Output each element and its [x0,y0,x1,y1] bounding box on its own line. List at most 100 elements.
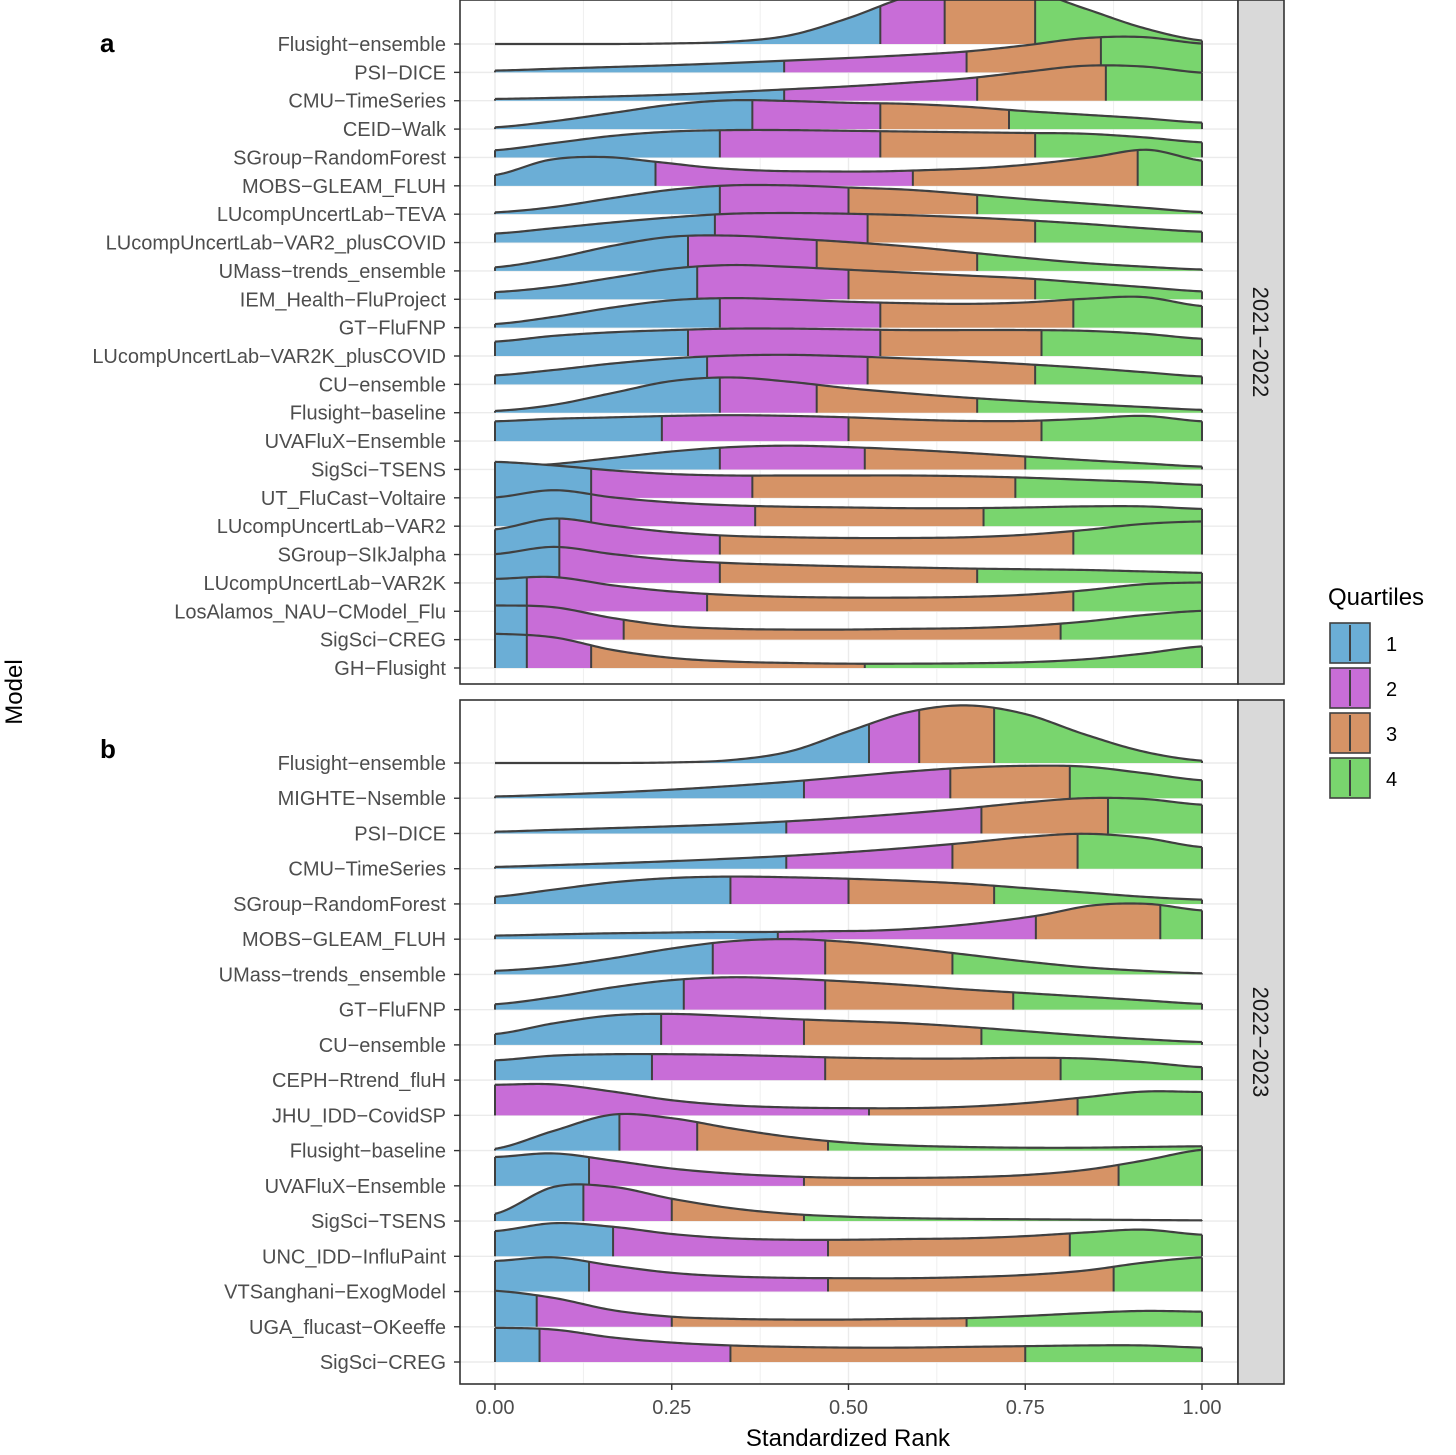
ridge-8 [494,976,1203,1010]
quartile-2-area [683,977,826,1010]
quartile-2-area [719,184,849,215]
quartile-1-area [495,1184,584,1222]
model-label: LUcompUncertLab−VAR2_plusCOVID [106,233,446,255]
panel-a: Flusight−ensemble PSI−DICE CMU−TimeSeries C… [92,0,1285,685]
quartile-4-area [966,1310,1202,1327]
quartile-2-area [777,915,1036,940]
quartile-3-area [944,0,1036,44]
density-outline [494,1256,1203,1280]
quartile-2-area [651,1054,826,1081]
model-label: LUcompUncertLab−VAR2K_plusCOVID [92,346,446,368]
model-label: PSI−DICE [354,62,446,84]
quartile-1-area [495,605,527,640]
ridge-5 [494,128,1203,158]
ridge-7 [494,183,1203,215]
quartile-1-area [495,329,689,356]
quartile-1-area [495,6,881,45]
model-label: MOBS−GLEAM_FLUH [242,929,446,951]
ridge-17 [494,460,1203,498]
quartile-4-area [864,646,1202,668]
quartile-1-area [495,130,720,158]
quartile-1-area [495,931,778,940]
quartile-1-area [495,416,662,442]
model-label: SigSci−TSENS [311,459,446,481]
quartile-4-area [1035,364,1202,385]
facet-strip [1237,699,1285,1385]
panel-b: Flusight−ensemble MIGHTE−Nsemble PSI−DICE C… [100,699,1285,1385]
quartile-2-area [591,494,756,527]
quartile-3-area [950,765,1070,799]
density-outline [494,517,1203,540]
quartile-3-area [825,940,953,975]
legend-label: 4 [1386,769,1397,791]
x-tick-label: 0.75 [1006,1397,1045,1419]
quartile-2-area [589,1261,828,1292]
quartile-2-area [719,129,881,158]
density-outline [494,764,1203,798]
model-label: SGroup−SIkJalpha [278,545,447,567]
ridge-2 [494,764,1203,799]
quartile-3-area [867,214,1036,243]
density-outline [494,1326,1203,1349]
quartile-4-area [1118,1149,1202,1186]
ridge-10 [494,1052,1203,1081]
model-label: CEID−Walk [343,119,447,141]
quartile-1-area [495,1114,620,1151]
model-label: UGA_flucast−OKeeffe [249,1317,446,1339]
density-outline [494,234,1203,271]
quartile-1-area [495,724,869,763]
density-outline [495,704,1203,765]
density-outline [494,353,1203,378]
quartile-1-area [495,780,804,799]
density-outline [494,263,1203,294]
model-label: SigSci−CREG [320,1352,446,1374]
ridge-15 [494,1221,1203,1257]
density-outline [494,64,1203,101]
density-outline [494,976,1203,1006]
model-label: CU−ensemble [319,374,446,396]
density-outline [494,183,1203,214]
quartile-2-area [526,634,592,668]
quartile-3-area [848,187,978,215]
quartile-1-area [495,876,731,904]
density-outline [494,1148,1203,1180]
quartile-1-area [495,1290,537,1327]
model-label: Flusight−ensemble [278,753,446,775]
legend-item-2: 2 [1329,667,1397,709]
model-label: GT−FluFNP [339,318,446,340]
legend-item-3: 3 [1329,712,1397,754]
quartile-3-area [591,645,865,668]
model-label: CU−ensemble [319,1035,446,1057]
model-label: CMU−TimeSeries [288,859,446,881]
quartile-4-area [952,952,1202,975]
x-tick-label: 0.25 [652,1397,691,1419]
ridge-9 [494,1012,1203,1045]
model-label: CEPH−Rtrend_fluH [272,1070,446,1092]
ridge-3 [494,796,1203,834]
quartile-4-area [1069,1229,1202,1257]
quartile-2-area [536,1295,672,1327]
ridge-4 [494,98,1203,130]
density-outline [494,148,1203,177]
model-label: MOBS−GLEAM_FLUH [242,176,446,198]
quartile-4-area [1008,109,1202,130]
ridge-3 [494,64,1203,101]
density-outline [494,832,1203,869]
quartile-3-area [966,37,1101,73]
x-axis-title: Standardized Rank [746,1425,951,1452]
quartile-3-area [864,447,1026,470]
legend-label: 1 [1386,634,1397,656]
quartile-4-area [1013,992,1202,1010]
quartile-4-area [1073,521,1202,555]
density-outline [494,1012,1203,1044]
ridge-1 [495,704,1203,765]
quartile-4-area [803,1214,1202,1222]
quartile-2-area [539,1328,731,1362]
quartile-2-area [712,939,826,975]
legend-label: 3 [1386,724,1397,746]
panel-letter: b [100,734,116,764]
quartile-3-area [730,1345,1026,1362]
quartile-4-area [977,253,1202,271]
quartile-2-area [697,265,849,300]
density-outline [494,545,1203,574]
